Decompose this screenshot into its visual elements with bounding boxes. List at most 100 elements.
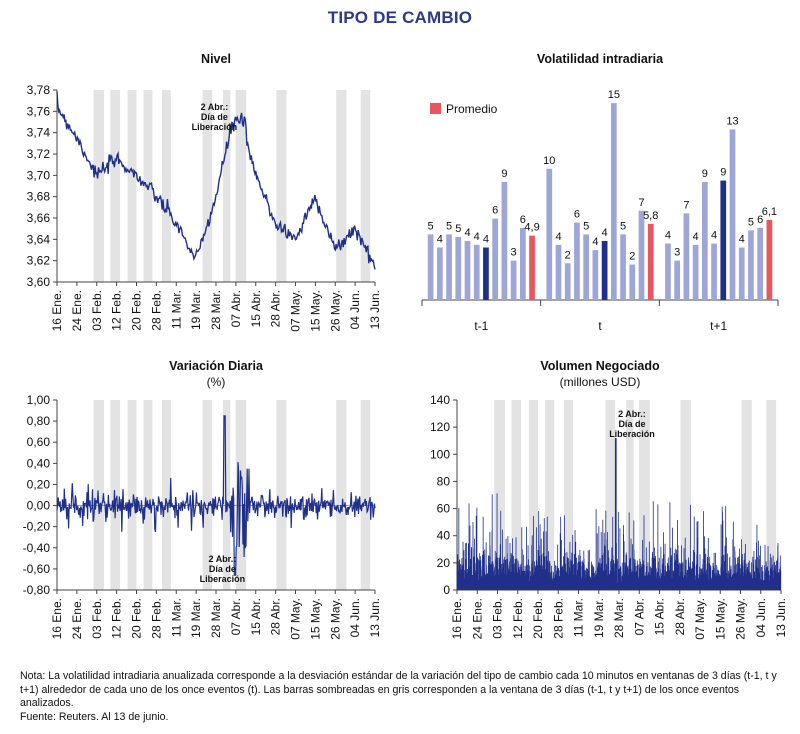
bar-t-8	[620, 234, 626, 300]
shade-band	[545, 400, 555, 590]
series-line-variacion	[56, 415, 376, 576]
group-label: t	[598, 319, 602, 333]
x-tick-label: 19 Mar.	[189, 290, 203, 330]
shade-band	[680, 400, 691, 590]
chart-title-nivel: Nivel	[201, 52, 231, 66]
bar-label: 4	[474, 231, 480, 243]
shade-band	[222, 90, 231, 282]
bar-label: 4,9	[524, 222, 539, 234]
series-bars-volumen	[456, 438, 782, 590]
x-tick-label: 28 Abr.	[673, 598, 687, 635]
charts-canvas: Nivel 3,78 3,76 3,74 3,72 3,70 3,68 3,66 3,64 3,6…	[23, 52, 788, 640]
bar-t-9	[629, 264, 636, 300]
annotation-liberacion: 2 Abr.:	[209, 554, 237, 564]
x-tick-label: 13 Jun.	[368, 290, 382, 329]
x-tick-label: 11 Mar.	[169, 290, 183, 329]
x-tick-label: 13 Jun.	[368, 598, 382, 637]
x-tick-label: 15 May.	[713, 598, 727, 640]
x-tick-label: 15 Abr.	[249, 290, 263, 327]
bar-t+1-6	[720, 180, 727, 300]
bar-label: 4	[739, 234, 745, 246]
y-tick-label: 3,78	[27, 83, 51, 97]
x-tick-label: 11 Mar.	[572, 598, 586, 637]
bar-label: 4	[464, 227, 470, 239]
x-tick-label: 15 May.	[308, 290, 322, 332]
shade-band	[93, 400, 105, 590]
bar-t-1-11	[529, 235, 535, 300]
bar-t-11	[647, 223, 654, 300]
bar-label: 5	[455, 223, 461, 235]
bar-t-2	[564, 263, 571, 300]
x-tick-label: 07 Abr.	[229, 290, 243, 327]
bar-label: 3	[674, 247, 680, 259]
bar-t-7	[610, 103, 617, 300]
y-tick-label: 0,60	[27, 435, 51, 449]
notes: Nota: La volatilidad intradiaria anualiz…	[20, 670, 790, 724]
bar-t+1-11	[766, 219, 773, 300]
legend-swatch-promedio	[430, 103, 441, 114]
y-tick-label: 0,80	[27, 414, 51, 428]
bar-t+1-1	[674, 260, 681, 300]
y-tick-label: -0,40	[23, 541, 51, 555]
bar-t-1-7	[492, 218, 499, 300]
bar-label: 9	[702, 168, 708, 180]
x-tick-label: 20 Feb.	[531, 598, 545, 639]
shade-band	[276, 400, 287, 590]
y-tick-label: -0,60	[23, 562, 51, 576]
main-title: TIPO DE CAMBIO	[327, 8, 473, 27]
y-tick-label: 0	[443, 583, 450, 597]
x-tick-label: 28 Mar.	[209, 290, 223, 330]
bar-label: 15	[608, 89, 620, 101]
bar-t-10	[638, 210, 645, 300]
y-tick-label: 120	[430, 420, 450, 434]
x-tick-label: 28 Mar.	[612, 598, 626, 638]
shade-band	[336, 90, 347, 282]
x-tick-label: 12 Feb.	[511, 598, 525, 639]
shade-band	[528, 400, 538, 590]
shade-band	[127, 400, 137, 590]
shade-band	[202, 90, 213, 282]
x-tick-label: 07 Abr.	[229, 598, 243, 635]
bar-t+1-9	[748, 230, 754, 300]
shade-band	[336, 400, 347, 590]
x-tick-label: 19 Mar.	[592, 598, 606, 638]
x-tick-label: 26 May.	[328, 290, 342, 332]
annotation-liberacion: Día de	[618, 419, 645, 429]
x-tick-label: 04 Jun.	[754, 598, 768, 637]
x-tick-label: 28 Mar.	[209, 598, 223, 638]
x-tick-label: 28 Abr.	[269, 598, 283, 635]
group-label: t+1	[710, 319, 727, 333]
bar-label: 5	[446, 220, 452, 232]
panel-nivel: 3,78 3,76 3,74 3,72 3,70 3,68 3,66 3,64 3,62 3,60…	[27, 83, 382, 332]
y-tick-label: 0,00	[27, 499, 51, 513]
bar-label: 3	[511, 247, 517, 259]
bar-label: 7	[683, 199, 689, 211]
y-tick-label: 1,00	[27, 393, 51, 407]
bar-t-1-1	[436, 247, 443, 300]
shade-band	[494, 400, 505, 590]
shade-band	[766, 400, 777, 590]
panel-volumen: 140 120 100 80 60 40 20 016 Ene. 24 Ene. 03 Feb. 1…	[430, 393, 788, 640]
x-tick-label: 04 Jun.	[348, 290, 362, 329]
bar-label: 4	[693, 231, 699, 243]
bar-label: 9	[501, 168, 507, 180]
x-tick-label: 03 Feb.	[90, 290, 104, 331]
bar-t+1-0	[665, 243, 671, 300]
x-tick-label: 24 Ene.	[470, 598, 484, 639]
x-tick-label: 20 Feb.	[130, 290, 144, 331]
chart-title-volatilidad: Volatilidad intradiaria	[537, 52, 664, 66]
y-tick-label: 3,76	[27, 104, 51, 118]
bar-label: 9	[720, 167, 726, 179]
shade-band	[276, 90, 287, 282]
annotation-liberacion: Día de	[209, 564, 236, 574]
y-tick-label: -0,20	[23, 520, 51, 534]
y-tick-label: 140	[430, 393, 450, 407]
x-tick-label: 26 May.	[328, 598, 342, 640]
shade-band	[110, 90, 120, 282]
x-tick-label: 28 Feb.	[551, 598, 565, 639]
chart-title-variacion: Variación Diaria	[169, 359, 264, 373]
y-tick-label: 3,62	[27, 254, 51, 268]
bar-label: 4	[437, 234, 443, 246]
bar-t-3	[574, 222, 580, 300]
